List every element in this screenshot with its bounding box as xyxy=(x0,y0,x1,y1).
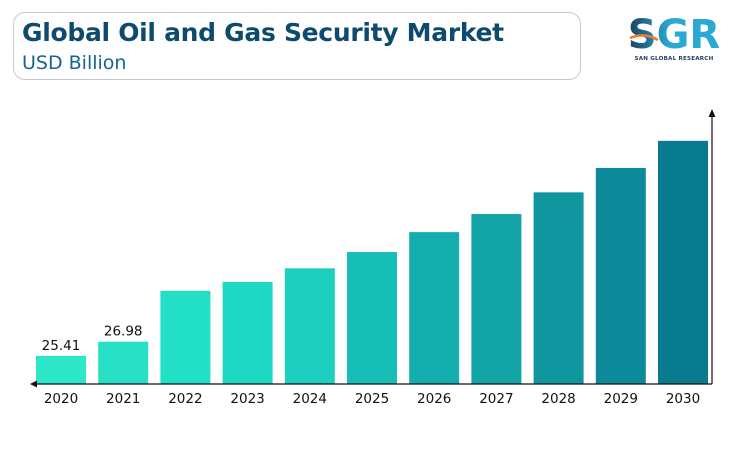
bar-2022 xyxy=(160,290,211,384)
bar-2023 xyxy=(222,281,273,384)
data-label: 25.41 xyxy=(42,338,81,354)
x-tick-labels-group: 2020 2021 2022 2023 2024 2025 2026 2027 2028 2029… xyxy=(44,391,700,407)
x-tick-label: 2030 xyxy=(666,391,700,407)
bar-2027 xyxy=(471,214,522,384)
x-tick-label: 2029 xyxy=(604,391,638,407)
x-tick-label: 2028 xyxy=(541,391,575,407)
bar-2021 xyxy=(98,341,149,384)
bar-2025 xyxy=(347,252,397,384)
data-labels-group: 25.41 26.98 xyxy=(42,324,143,354)
x-axis-arrow-icon xyxy=(30,380,37,388)
bar-2029 xyxy=(595,167,646,384)
data-label: 26.98 xyxy=(104,324,143,340)
bar-2026 xyxy=(409,232,460,384)
chart-title: Global Oil and Gas Security Market xyxy=(22,18,504,47)
x-tick-label: 2020 xyxy=(44,391,78,407)
bar-2020 xyxy=(36,355,86,384)
title-box: Global Oil and Gas Security Market USD B… xyxy=(13,12,581,80)
y-axis-arrow-icon xyxy=(708,109,716,117)
sgr-logo: SGR SAN GLOBAL RESEARCH xyxy=(624,10,724,74)
logo-tagline: SAN GLOBAL RESEARCH xyxy=(634,56,714,62)
sgr-logo-mark-icon: SGR xyxy=(628,12,720,58)
x-tick-label: 2027 xyxy=(479,391,513,407)
x-tick-label: 2024 xyxy=(293,391,327,407)
x-tick-label: 2021 xyxy=(106,391,140,407)
x-tick-label: 2025 xyxy=(355,391,389,407)
x-tick-label: 2023 xyxy=(230,391,264,407)
x-tick-label: 2022 xyxy=(168,391,202,407)
x-tick-label: 2026 xyxy=(417,391,451,407)
bars-group xyxy=(36,140,708,384)
chart-subtitle: USD Billion xyxy=(22,52,127,74)
bar-2028 xyxy=(533,192,584,384)
bar-2024 xyxy=(284,268,335,384)
bar-2030 xyxy=(658,140,708,384)
